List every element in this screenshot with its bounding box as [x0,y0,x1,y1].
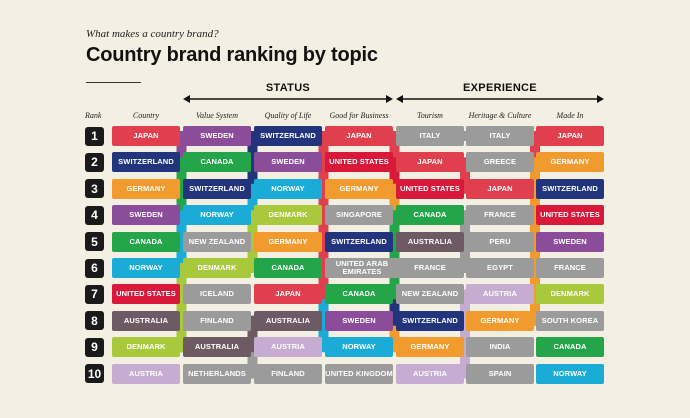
cell-value-system-rank-6: DENMARK [183,258,251,278]
chart-subtitle: What makes a country brand? [86,28,219,40]
cell-heritage-culture-rank-1: ITALY [466,126,534,146]
cell-made-in-rank-9: CANADA [536,337,604,358]
cell-country-rank-3: GERMANY [112,178,180,199]
cell-tourism-rank-6: FRANCE [396,258,464,278]
column-header-made-in: Made In [556,111,584,120]
cell-tourism-rank-5: AUSTRALIA [396,231,464,252]
group-label-status: STATUS [265,82,311,94]
column-header-tourism: Tourism [417,111,443,120]
cell-good-for-business-rank-9: NORWAY [325,337,393,358]
cell-made-in-rank-5: SWEDEN [536,231,604,252]
cell-country-rank-10: AUSTRIA [112,363,180,384]
column-header-country: Country [132,111,160,120]
cell-tourism-rank-1: ITALY [396,126,464,146]
cell-country-rank-8: AUSTRALIA [112,310,180,331]
rank-badge-10: 10 [85,364,104,384]
cell-made-in-rank-10: NORWAY [536,363,604,384]
cell-tourism-rank-4: CANADA [396,205,464,226]
cell-heritage-culture-rank-2: GREECE [466,152,534,173]
cell-quality-of-life-rank-3: NORWAY [254,178,322,199]
cell-value-system-rank-5: NEW ZEALAND [183,231,251,252]
rank-badge-4: 4 [85,205,104,225]
cell-good-for-business-rank-4: SINGAPORE [325,205,393,226]
group-arrow-status [183,95,393,103]
cell-country-rank-1: JAPAN [112,126,180,146]
cell-heritage-culture-rank-5: PERU [466,231,534,252]
cell-good-for-business-rank-6: UNITED ARAB EMIRATES [325,258,399,278]
cell-made-in-rank-1: JAPAN [536,126,604,146]
cell-country-rank-6: NORWAY [112,258,180,278]
rank-badge-7: 7 [85,284,104,304]
rank-badge-6: 6 [85,258,104,278]
cell-tourism-rank-7: NEW ZEALAND [396,284,464,305]
cell-quality-of-life-rank-5: GERMANY [254,231,322,252]
rank-badge-5: 5 [85,232,104,252]
cell-tourism-rank-9: GERMANY [396,337,464,358]
cell-quality-of-life-rank-7: JAPAN [254,284,322,305]
cell-tourism-rank-10: AUSTRIA [396,363,464,384]
cell-value-system-rank-9: AUSTRALIA [183,337,251,358]
cell-country-rank-2: SWITZERLAND [112,152,180,173]
connector-austria [460,289,470,379]
cell-quality-of-life-rank-1: SWITZERLAND [254,126,322,146]
cell-heritage-culture-rank-9: INDIA [466,337,534,358]
chart-title: Country brand ranking by topic [86,44,378,66]
cell-heritage-culture-rank-8: GERMANY [466,310,534,331]
title-rule [86,82,141,83]
cell-tourism-rank-3: UNITED STATES [396,178,464,199]
cell-good-for-business-rank-7: CANADA [325,284,393,305]
column-header-heritage-culture: Heritage & Culture [468,111,532,120]
cell-value-system-rank-10: NETHERLANDS [183,363,251,384]
cell-good-for-business-rank-5: SWITZERLAND [325,231,393,252]
cell-quality-of-life-rank-4: DENMARK [254,205,322,226]
cell-value-system-rank-3: SWITZERLAND [183,178,251,199]
group-label-experience: EXPERIENCE [463,82,537,94]
cell-country-rank-5: CANADA [112,231,180,252]
rank-badge-3: 3 [85,179,104,199]
cell-value-system-rank-2: CANADA [183,152,251,173]
cell-heritage-culture-rank-3: JAPAN [466,178,534,199]
cell-good-for-business-rank-1: JAPAN [325,126,393,146]
cell-quality-of-life-rank-9: AUSTRIA [254,337,322,358]
cell-quality-of-life-rank-8: AUSTRALIA [254,310,322,331]
rank-badge-1: 1 [85,126,104,146]
cell-made-in-rank-6: FRANCE [536,258,604,278]
group-arrow-experience [396,95,604,103]
column-header-value-system: Value System [196,111,238,120]
column-header-good-for-business: Good for Business [329,111,389,120]
cell-country-rank-4: SWEDEN [112,205,180,226]
cell-country-rank-9: DENMARK [112,337,180,358]
rank-badge-2: 2 [85,152,104,172]
connector-denmark [176,263,187,353]
cell-heritage-culture-rank-10: SPAIN [466,363,534,384]
cell-value-system-rank-8: FINLAND [183,310,251,331]
cell-heritage-culture-rank-4: FRANCE [466,205,534,226]
rank-badge-9: 9 [85,337,104,357]
cell-tourism-rank-8: SWITZERLAND [396,310,464,331]
cell-made-in-rank-4: UNITED STATES [536,205,604,226]
column-header-quality-of-life: Quality of Life [264,111,312,120]
cell-country-rank-7: UNITED STATES [112,284,180,305]
rank-badge-8: 8 [85,311,104,331]
cell-quality-of-life-rank-2: SWEDEN [254,152,322,173]
cell-made-in-rank-8: SOUTH KOREA [536,310,604,331]
cell-made-in-rank-3: SWITZERLAND [536,178,604,199]
cell-value-system-rank-4: NORWAY [183,205,251,226]
cell-heritage-culture-rank-7: AUSTRIA [466,284,534,305]
cell-made-in-rank-2: GERMANY [536,152,604,173]
cell-value-system-rank-1: SWEDEN [183,126,251,146]
cell-good-for-business-rank-10: UNITED KINGDOM [325,363,393,384]
cell-quality-of-life-rank-6: CANADA [254,258,322,278]
cell-good-for-business-rank-2: UNITED STATES [325,152,393,173]
cell-value-system-rank-7: ICELAND [183,284,251,305]
rank-header: Rank [85,111,102,120]
cell-good-for-business-rank-3: GERMANY [325,178,393,199]
cell-made-in-rank-7: DENMARK [536,284,604,305]
cell-good-for-business-rank-8: SWEDEN [325,310,393,331]
cell-heritage-culture-rank-6: EGYPT [466,258,534,278]
cell-quality-of-life-rank-10: FINLAND [254,363,322,384]
connector-canada [389,210,400,300]
cell-tourism-rank-2: JAPAN [396,152,464,173]
